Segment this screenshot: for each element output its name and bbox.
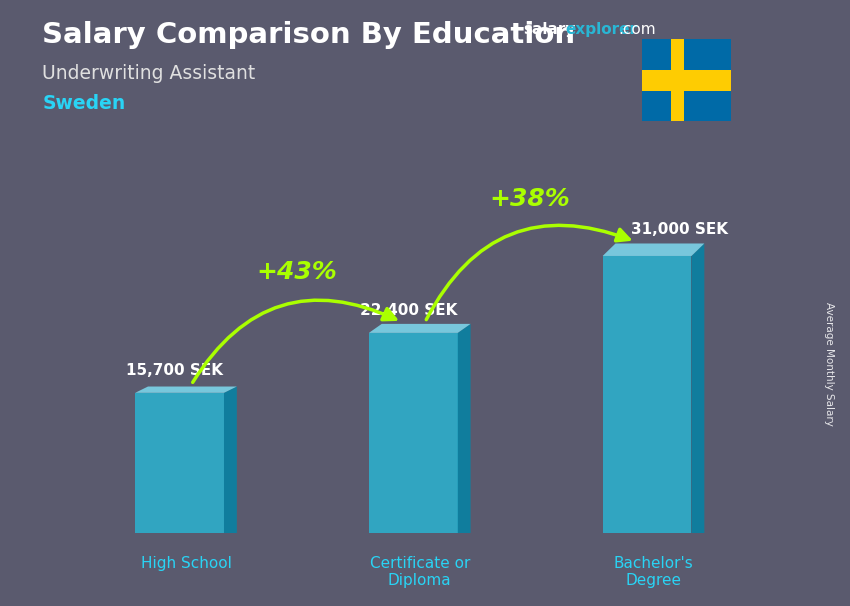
Text: Sweden: Sweden xyxy=(42,94,126,113)
Text: Average Monthly Salary: Average Monthly Salary xyxy=(824,302,834,425)
Polygon shape xyxy=(369,333,457,533)
Text: 31,000 SEK: 31,000 SEK xyxy=(632,222,728,237)
Text: salary: salary xyxy=(523,22,575,37)
Polygon shape xyxy=(691,244,705,533)
Text: explorer: explorer xyxy=(565,22,638,37)
Polygon shape xyxy=(642,39,731,121)
Text: +38%: +38% xyxy=(490,187,570,211)
Polygon shape xyxy=(603,244,705,256)
Polygon shape xyxy=(642,70,731,91)
Text: 22,400 SEK: 22,400 SEK xyxy=(360,302,457,318)
Text: .com: .com xyxy=(618,22,655,37)
Polygon shape xyxy=(671,39,684,121)
Text: Bachelor's
Degree: Bachelor's Degree xyxy=(614,556,694,588)
Polygon shape xyxy=(603,256,691,533)
Text: Salary Comparison By Education: Salary Comparison By Education xyxy=(42,21,575,49)
Polygon shape xyxy=(135,387,237,393)
Polygon shape xyxy=(457,324,471,533)
Text: Certificate or
Diploma: Certificate or Diploma xyxy=(370,556,470,588)
Text: High School: High School xyxy=(140,556,231,571)
Polygon shape xyxy=(224,387,237,533)
Text: +43%: +43% xyxy=(256,260,337,284)
Text: 15,700 SEK: 15,700 SEK xyxy=(127,364,224,379)
Text: Underwriting Assistant: Underwriting Assistant xyxy=(42,64,256,82)
Polygon shape xyxy=(369,324,471,333)
Polygon shape xyxy=(135,393,224,533)
